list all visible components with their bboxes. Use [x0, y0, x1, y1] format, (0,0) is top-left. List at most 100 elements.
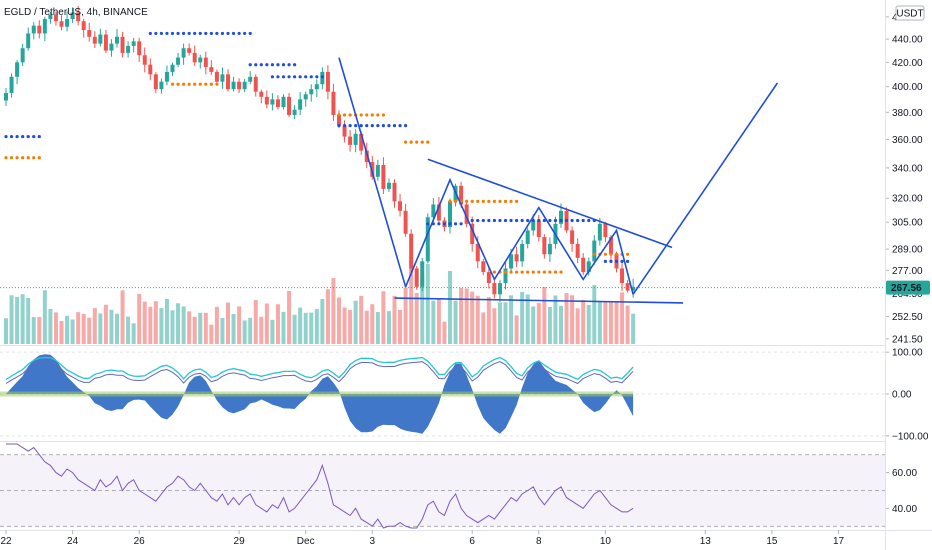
volume-bar [176, 303, 181, 344]
candle-body [303, 94, 308, 100]
indicator-dot [481, 199, 485, 203]
indicator-dot [270, 75, 274, 79]
indicator-dot [337, 124, 341, 128]
volume-bar [292, 314, 297, 344]
volume-bar [31, 316, 36, 344]
indicator-dot [392, 124, 397, 128]
indicator-dot [614, 252, 619, 256]
candle-body [559, 210, 563, 224]
candle-body [298, 99, 303, 110]
indicator-dot [37, 134, 41, 139]
osc-zero-band [0, 391, 634, 397]
volume-bar [436, 298, 441, 344]
indicator-dot [515, 270, 519, 274]
indicator-dot [170, 82, 175, 86]
indicator-dot [276, 75, 280, 79]
indicator-dot [515, 218, 519, 223]
volume-bar [631, 313, 636, 344]
candle-body [509, 254, 514, 269]
volume-bar [53, 312, 58, 344]
time-tick-label: 24 [67, 536, 79, 547]
candle-body [148, 64, 153, 75]
price-tick-label: 241.50 [892, 334, 923, 345]
indicator-dot [204, 82, 208, 86]
candle-body [431, 204, 436, 218]
volume-bar [220, 318, 225, 344]
candle-body [198, 57, 203, 63]
candle-body [398, 201, 403, 211]
indicator-dot [193, 82, 197, 86]
candle-body [586, 261, 591, 273]
indicator-dot [376, 124, 380, 128]
indicator-dot [265, 63, 269, 67]
volume-bar [509, 295, 514, 344]
volume-bar [98, 313, 103, 344]
candle-body [375, 164, 380, 177]
time-tick-label: 8 [536, 536, 542, 547]
candle-body [275, 99, 280, 108]
indicator-dot [487, 218, 491, 223]
price-tick-label: 420.00 [892, 58, 923, 69]
indicator-dot [614, 259, 619, 263]
indicator-dot [398, 124, 402, 128]
volume-bar [131, 323, 136, 344]
indicator-dot [448, 199, 452, 203]
candle-body [314, 84, 319, 90]
volume-bar [242, 320, 247, 344]
volume-bar [231, 314, 236, 344]
candle-body [570, 230, 575, 244]
descending-triangle-lower [394, 297, 684, 304]
indicator-dot [32, 134, 36, 139]
volume-bar [303, 312, 308, 344]
candle-body [109, 43, 114, 51]
candle-body [420, 261, 425, 287]
indicator-dot [570, 218, 574, 223]
time-tick-label: 22 [0, 536, 12, 547]
time-axis: 22 24 26 29 Dec 3 6 8 10 13 15 17 [0, 530, 844, 547]
volume-bar [287, 291, 292, 344]
indicator-dot [198, 31, 202, 36]
candle-body [597, 223, 602, 241]
indicator-dot [154, 31, 158, 36]
indicator-dot [26, 156, 30, 160]
indicator-dot [626, 259, 630, 263]
indicator-dot [470, 218, 474, 223]
volume-bar [248, 317, 253, 344]
candle-body [137, 41, 142, 56]
candle-body [131, 41, 136, 46]
indicator-dot [476, 199, 480, 203]
chart-title: EGLD / TetherUS, 4h, BINANCE [4, 7, 148, 18]
volume-bar [398, 309, 403, 344]
candle-body [31, 25, 36, 34]
candle-body [176, 57, 181, 65]
candle-body [536, 220, 541, 238]
indicator-dot [492, 270, 496, 274]
indicator-dot [415, 140, 419, 144]
indicator-dot [603, 252, 608, 256]
candle-body [281, 96, 286, 108]
volume-bar [359, 295, 364, 344]
volume-bar [375, 312, 380, 344]
indicator-dot [509, 218, 513, 223]
candle-body [253, 76, 258, 92]
indicator-dot [531, 270, 535, 274]
indicator-dot [503, 199, 508, 203]
candle-body [309, 89, 314, 95]
volume-bar [192, 316, 197, 344]
candle-body [464, 204, 469, 224]
indicator-dot [448, 222, 452, 226]
volume-bar [614, 301, 619, 344]
currency-button[interactable]: USDT [895, 5, 925, 21]
volume-bar [570, 295, 575, 344]
indicator-dot [259, 63, 263, 67]
indicator-dot [553, 270, 558, 274]
osc-line-fast [5, 356, 634, 381]
price-tick-label: 320.00 [892, 194, 923, 205]
candle-body [4, 92, 8, 101]
indicator-dot [298, 75, 302, 79]
volume-bar [170, 310, 175, 344]
breakout-target [632, 82, 779, 295]
indicator-dot [376, 113, 380, 117]
candle-body [120, 36, 125, 53]
